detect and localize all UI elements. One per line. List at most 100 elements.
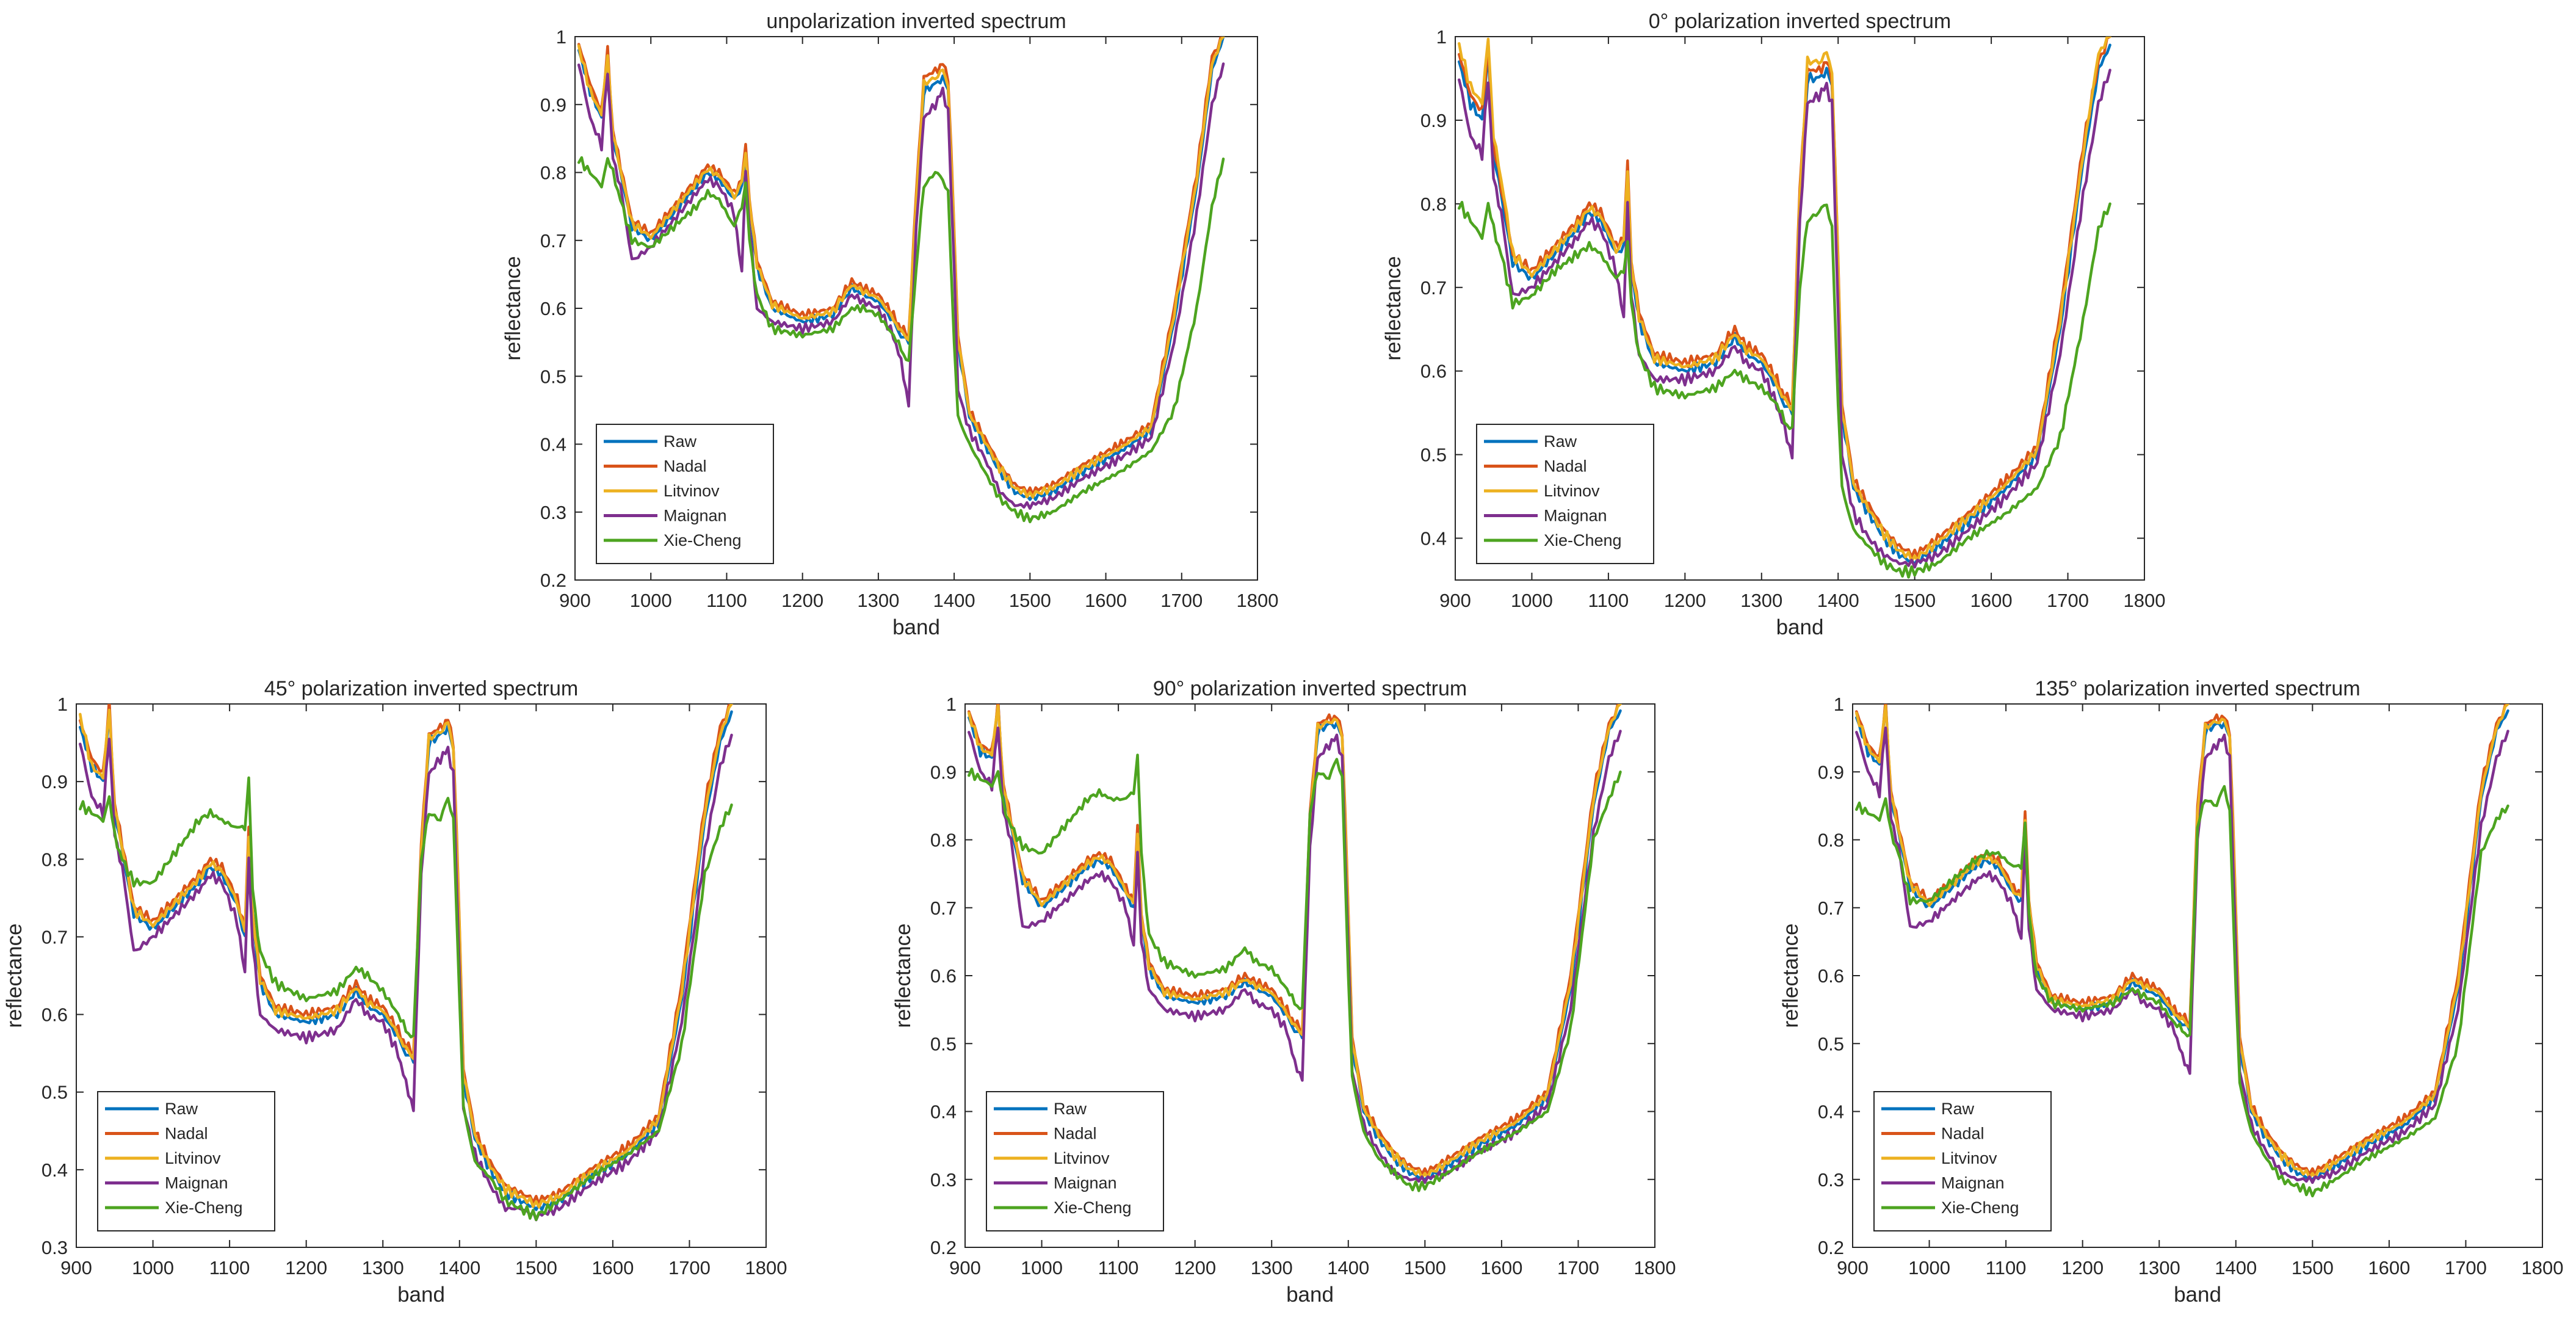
y-tick-label: 0.3 xyxy=(540,502,566,523)
legend-label: Nadal xyxy=(1941,1125,1984,1143)
y-axis-label: reflectance xyxy=(891,923,915,1028)
x-tick-label: 1600 xyxy=(1085,590,1127,611)
legend-label: Maignan xyxy=(1054,1174,1117,1192)
legend-label: Maignan xyxy=(1941,1174,2005,1192)
x-tick-label: 1500 xyxy=(2292,1257,2334,1278)
x-tick-label: 1500 xyxy=(1894,590,1936,611)
x-tick-label: 1800 xyxy=(2124,590,2166,611)
y-tick-label: 0.7 xyxy=(930,898,957,919)
x-tick-label: 1000 xyxy=(1021,1257,1063,1278)
y-tick-label: 0.3 xyxy=(42,1237,68,1258)
y-tick-label: 0.2 xyxy=(540,570,566,591)
x-tick-label: 1200 xyxy=(781,590,823,611)
series-line-litvinov xyxy=(79,704,733,1209)
legend-label: Litvinov xyxy=(1544,482,1600,500)
series-line-xie-cheng xyxy=(577,156,1225,524)
legend-label: Litvinov xyxy=(1941,1149,1997,1167)
x-tick-label: 900 xyxy=(1837,1257,1869,1278)
y-axis-label: reflectance xyxy=(1381,256,1405,360)
x-tick-label: 1700 xyxy=(1557,1257,1599,1278)
x-tick-label: 1200 xyxy=(1664,590,1706,611)
legend-label: Raw xyxy=(1941,1100,1975,1118)
legend-label: Nadal xyxy=(664,457,707,476)
x-axis-label: band xyxy=(397,1283,445,1307)
x-tick-label: 1300 xyxy=(1740,590,1782,611)
y-tick-label: 0.6 xyxy=(540,298,566,319)
x-tick-label: 1400 xyxy=(2215,1257,2257,1278)
y-tick-label: 0.9 xyxy=(1420,110,1447,131)
x-tick-label: 1000 xyxy=(1908,1257,1950,1278)
chart-135-degree-polarization: 900 1000 1100 1200 1300 1400 1500 1600 1700 1800 0… xyxy=(1779,677,2563,1307)
y-tick-label: 0.4 xyxy=(540,434,566,455)
chart-title: 0° polarization inverted spectrum xyxy=(1649,10,1952,33)
x-tick-label: 1000 xyxy=(630,590,672,611)
x-tick-label: 1800 xyxy=(1237,590,1279,611)
series-group xyxy=(577,37,1225,524)
chart-45-degree-polarization: 900 1000 1100 1200 1300 1400 1500 1600 1700 1800 0… xyxy=(2,677,787,1307)
y-tick-label: 0.3 xyxy=(1818,1169,1844,1191)
x-axis-label: band xyxy=(2174,1283,2221,1307)
legend-label: Raw xyxy=(165,1100,198,1118)
y-tick-label: 0.2 xyxy=(930,1237,957,1258)
x-tick-label: 900 xyxy=(949,1257,981,1278)
x-tick-label: 1600 xyxy=(592,1257,634,1278)
y-tick-label: 1 xyxy=(946,694,957,715)
y-tick-label: 0.8 xyxy=(930,830,957,851)
x-tick-label: 1100 xyxy=(706,590,747,611)
y-tick-label: 0.4 xyxy=(42,1159,68,1181)
series-line-xie-cheng xyxy=(1458,200,2111,579)
y-tick-label: 0.3 xyxy=(930,1169,957,1191)
series-line-maignan xyxy=(1458,68,2111,569)
y-tick-label: 0.6 xyxy=(42,1004,68,1026)
x-tick-label: 900 xyxy=(559,590,591,611)
y-tick-label: 0.8 xyxy=(1420,194,1447,215)
legend-label: Maignan xyxy=(165,1174,228,1192)
legend: Raw Nadal Litvinov Maignan Xie-Cheng xyxy=(596,424,774,564)
series-line-xie-cheng xyxy=(968,753,1622,1192)
series-line-maignan xyxy=(79,733,733,1222)
legend-label: Maignan xyxy=(664,507,727,525)
legend-label: Xie-Cheng xyxy=(1054,1199,1132,1217)
y-tick-label: 0.6 xyxy=(1818,965,1844,987)
series-group xyxy=(79,704,733,1222)
series-line-litvinov xyxy=(1458,37,2111,563)
legend-label: Xie-Cheng xyxy=(165,1199,243,1217)
legend-label: Litvinov xyxy=(1054,1149,1110,1167)
legend-label: Litvinov xyxy=(664,482,720,500)
legend-label: Xie-Cheng xyxy=(1941,1199,2019,1217)
chart-0-degree-polarization: 900 1000 1100 1200 1300 1400 1500 1600 1700 1800 0… xyxy=(1381,10,2165,639)
x-tick-label: 1700 xyxy=(668,1257,711,1278)
y-axis-label: reflectance xyxy=(1779,923,1803,1028)
legend: Raw Nadal Litvinov Maignan Xie-Cheng xyxy=(986,1091,1164,1231)
series-group xyxy=(1855,704,2509,1198)
series-line-litvinov xyxy=(968,704,1622,1180)
x-tick-label: 1000 xyxy=(132,1257,174,1278)
legend: Raw Nadal Litvinov Maignan Xie-Cheng xyxy=(1476,424,1654,564)
y-tick-label: 0.8 xyxy=(42,849,68,870)
x-tick-label: 1100 xyxy=(209,1257,250,1278)
x-tick-label: 1600 xyxy=(1480,1257,1522,1278)
series-line-litvinov xyxy=(577,37,1225,499)
x-tick-label: 1800 xyxy=(745,1257,787,1278)
series-line-raw xyxy=(1855,704,2509,1182)
x-tick-label: 1700 xyxy=(2047,590,2089,611)
y-tick-label: 1 xyxy=(1834,694,1844,715)
y-axis-label: reflectance xyxy=(501,256,525,360)
legend-label: Raw xyxy=(1054,1100,1087,1118)
series-line-raw xyxy=(968,704,1622,1182)
legend-label: Xie-Cheng xyxy=(664,531,742,549)
x-tick-label: 1300 xyxy=(362,1257,404,1278)
legend: Raw Nadal Litvinov Maignan Xie-Cheng xyxy=(97,1091,275,1231)
x-tick-label: 1100 xyxy=(1986,1257,2027,1278)
y-tick-label: 0.7 xyxy=(1420,277,1447,299)
x-tick-label: 1200 xyxy=(285,1257,327,1278)
x-tick-label: 1200 xyxy=(1174,1257,1216,1278)
chart-title: 90° polarization inverted spectrum xyxy=(1153,677,1467,700)
y-tick-label: 0.8 xyxy=(1818,830,1844,851)
x-tick-label: 1700 xyxy=(1160,590,1203,611)
y-tick-label: 0.4 xyxy=(930,1101,957,1123)
x-tick-label: 1100 xyxy=(1098,1257,1139,1278)
y-tick-label: 0.5 xyxy=(1818,1033,1844,1054)
y-tick-label: 0.6 xyxy=(1420,361,1447,382)
